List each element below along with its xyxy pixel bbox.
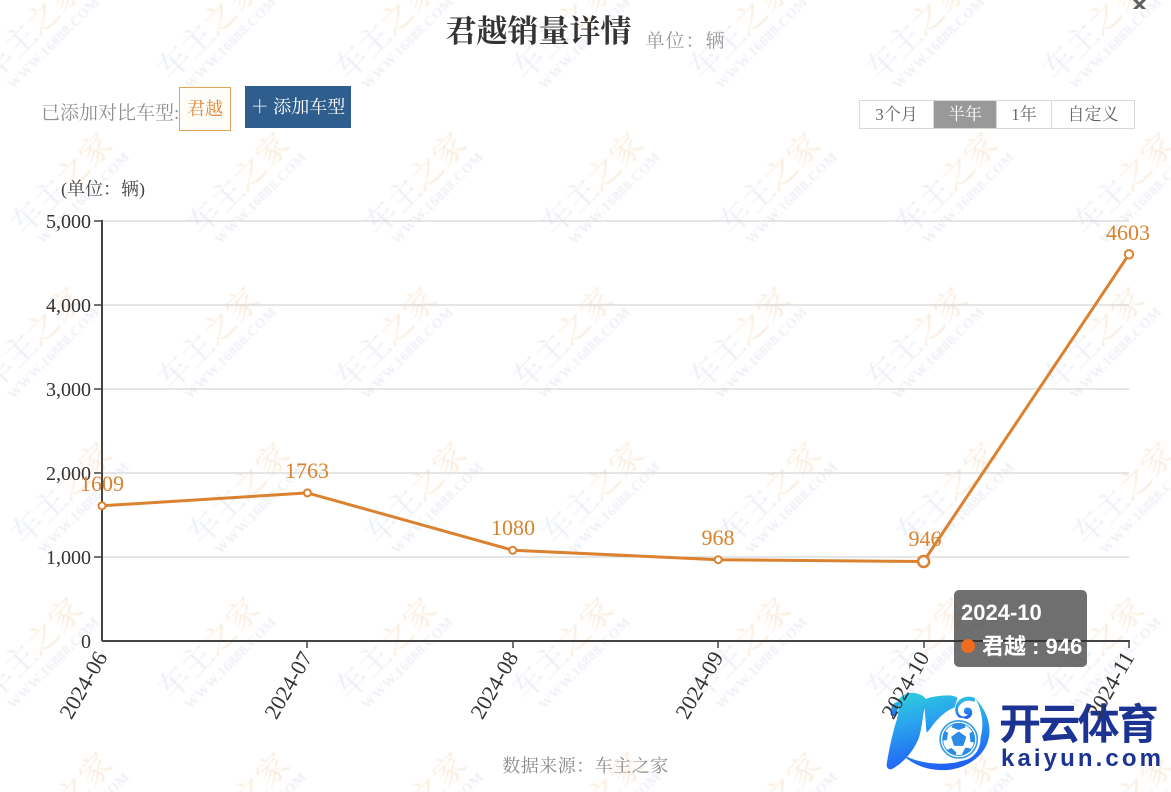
svg-text:2024-10: 2024-10 (876, 647, 934, 720)
svg-text:2,000: 2,000 (46, 463, 91, 485)
svg-text:5,000: 5,000 (46, 211, 91, 233)
svg-text:2024-09: 2024-09 (670, 647, 728, 720)
svg-text:2024-06: 2024-06 (54, 647, 112, 720)
svg-text:968: 968 (702, 525, 735, 550)
svg-text:2024-07: 2024-07 (259, 647, 317, 720)
svg-text:4603: 4603 (1106, 220, 1150, 245)
svg-text:1609: 1609 (80, 471, 124, 496)
svg-text:1080: 1080 (491, 515, 535, 540)
svg-text:1,000: 1,000 (46, 547, 91, 569)
svg-text:3,000: 3,000 (46, 379, 91, 401)
svg-text:0: 0 (81, 631, 91, 653)
svg-text:开云体育: 开云体育 (999, 701, 1157, 748)
svg-text:2024-08: 2024-08 (465, 647, 523, 720)
svg-text:946: 946 (909, 526, 942, 551)
svg-text:kaiyun.com: kaiyun.com (1001, 745, 1164, 772)
svg-text:2024-11: 2024-11 (1081, 647, 1139, 720)
svg-text:1763: 1763 (285, 458, 329, 483)
svg-text:4,000: 4,000 (46, 295, 91, 317)
